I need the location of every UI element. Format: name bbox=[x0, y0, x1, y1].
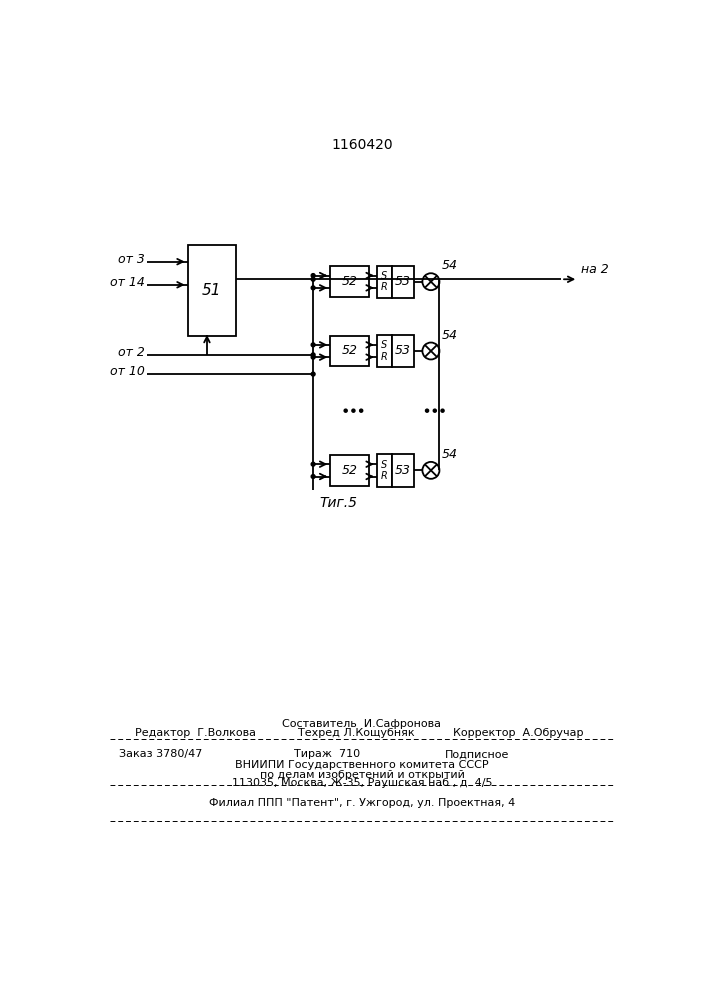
Text: 54: 54 bbox=[442, 329, 457, 342]
Text: 53: 53 bbox=[395, 464, 411, 477]
Circle shape bbox=[352, 409, 355, 412]
Circle shape bbox=[311, 353, 315, 357]
Text: Составитель  И.Сафронова: Составитель И.Сафронова bbox=[283, 719, 441, 729]
Text: от 10: от 10 bbox=[110, 365, 145, 378]
Text: 52: 52 bbox=[341, 344, 358, 358]
Bar bbox=[392, 266, 414, 298]
Text: Корректор  А.Обручар: Корректор А.Обручар bbox=[452, 728, 583, 738]
Circle shape bbox=[311, 286, 315, 290]
Text: Подписное: Подписное bbox=[445, 749, 509, 759]
Circle shape bbox=[433, 409, 436, 412]
Bar bbox=[330, 455, 369, 486]
Text: 113035, Москва, Ж-35, Раушская наб., д. 4/5: 113035, Москва, Ж-35, Раушская наб., д. … bbox=[232, 778, 492, 788]
Bar bbox=[392, 454, 414, 487]
Text: 51: 51 bbox=[202, 283, 221, 298]
Text: 54: 54 bbox=[442, 259, 457, 272]
Bar bbox=[187, 245, 235, 336]
Bar bbox=[392, 335, 414, 367]
Text: 52: 52 bbox=[341, 464, 358, 477]
Circle shape bbox=[311, 274, 315, 277]
Circle shape bbox=[426, 409, 428, 412]
Text: от 3: от 3 bbox=[118, 253, 145, 266]
Circle shape bbox=[422, 462, 440, 479]
Text: Редактор  Г.Волкова: Редактор Г.Волкова bbox=[135, 728, 256, 738]
Text: на 2: на 2 bbox=[581, 263, 609, 276]
Text: от 14: от 14 bbox=[110, 276, 145, 289]
Circle shape bbox=[344, 409, 347, 412]
Text: от 2: от 2 bbox=[118, 346, 145, 359]
Text: Филиал ППП "Патент", г. Ужгород, ул. Проектная, 4: Филиал ППП "Патент", г. Ужгород, ул. Про… bbox=[209, 798, 515, 808]
Bar bbox=[377, 266, 392, 298]
Text: Τиг.5: Τиг.5 bbox=[319, 496, 357, 510]
Text: Техред Л.Кощубняк: Техред Л.Кощубняк bbox=[298, 728, 414, 738]
Circle shape bbox=[311, 372, 315, 376]
Bar bbox=[330, 266, 369, 297]
Circle shape bbox=[311, 475, 315, 478]
Text: 53: 53 bbox=[395, 344, 411, 358]
Text: Тираж  710: Тираж 710 bbox=[293, 749, 360, 759]
Circle shape bbox=[360, 409, 363, 412]
Circle shape bbox=[311, 355, 315, 359]
Text: 1160420: 1160420 bbox=[331, 138, 393, 152]
Text: S
R: S R bbox=[381, 460, 388, 481]
Circle shape bbox=[311, 462, 315, 466]
Circle shape bbox=[311, 343, 315, 347]
Circle shape bbox=[441, 409, 444, 412]
Circle shape bbox=[422, 273, 440, 290]
Text: 53: 53 bbox=[395, 275, 411, 288]
Text: 54: 54 bbox=[442, 448, 457, 461]
Text: S
R: S R bbox=[381, 271, 388, 292]
Bar bbox=[377, 335, 392, 367]
Bar bbox=[330, 336, 369, 366]
Circle shape bbox=[422, 343, 440, 359]
Text: по делам изобретений и открытий: по делам изобретений и открытий bbox=[259, 770, 464, 780]
Text: ВНИИПИ Государственного комитета СССР: ВНИИПИ Государственного комитета СССР bbox=[235, 760, 489, 770]
Circle shape bbox=[311, 277, 315, 281]
Text: 52: 52 bbox=[341, 275, 358, 288]
Text: Заказ 3780/47: Заказ 3780/47 bbox=[119, 749, 203, 759]
Text: S
R: S R bbox=[381, 340, 388, 362]
Bar bbox=[377, 454, 392, 487]
